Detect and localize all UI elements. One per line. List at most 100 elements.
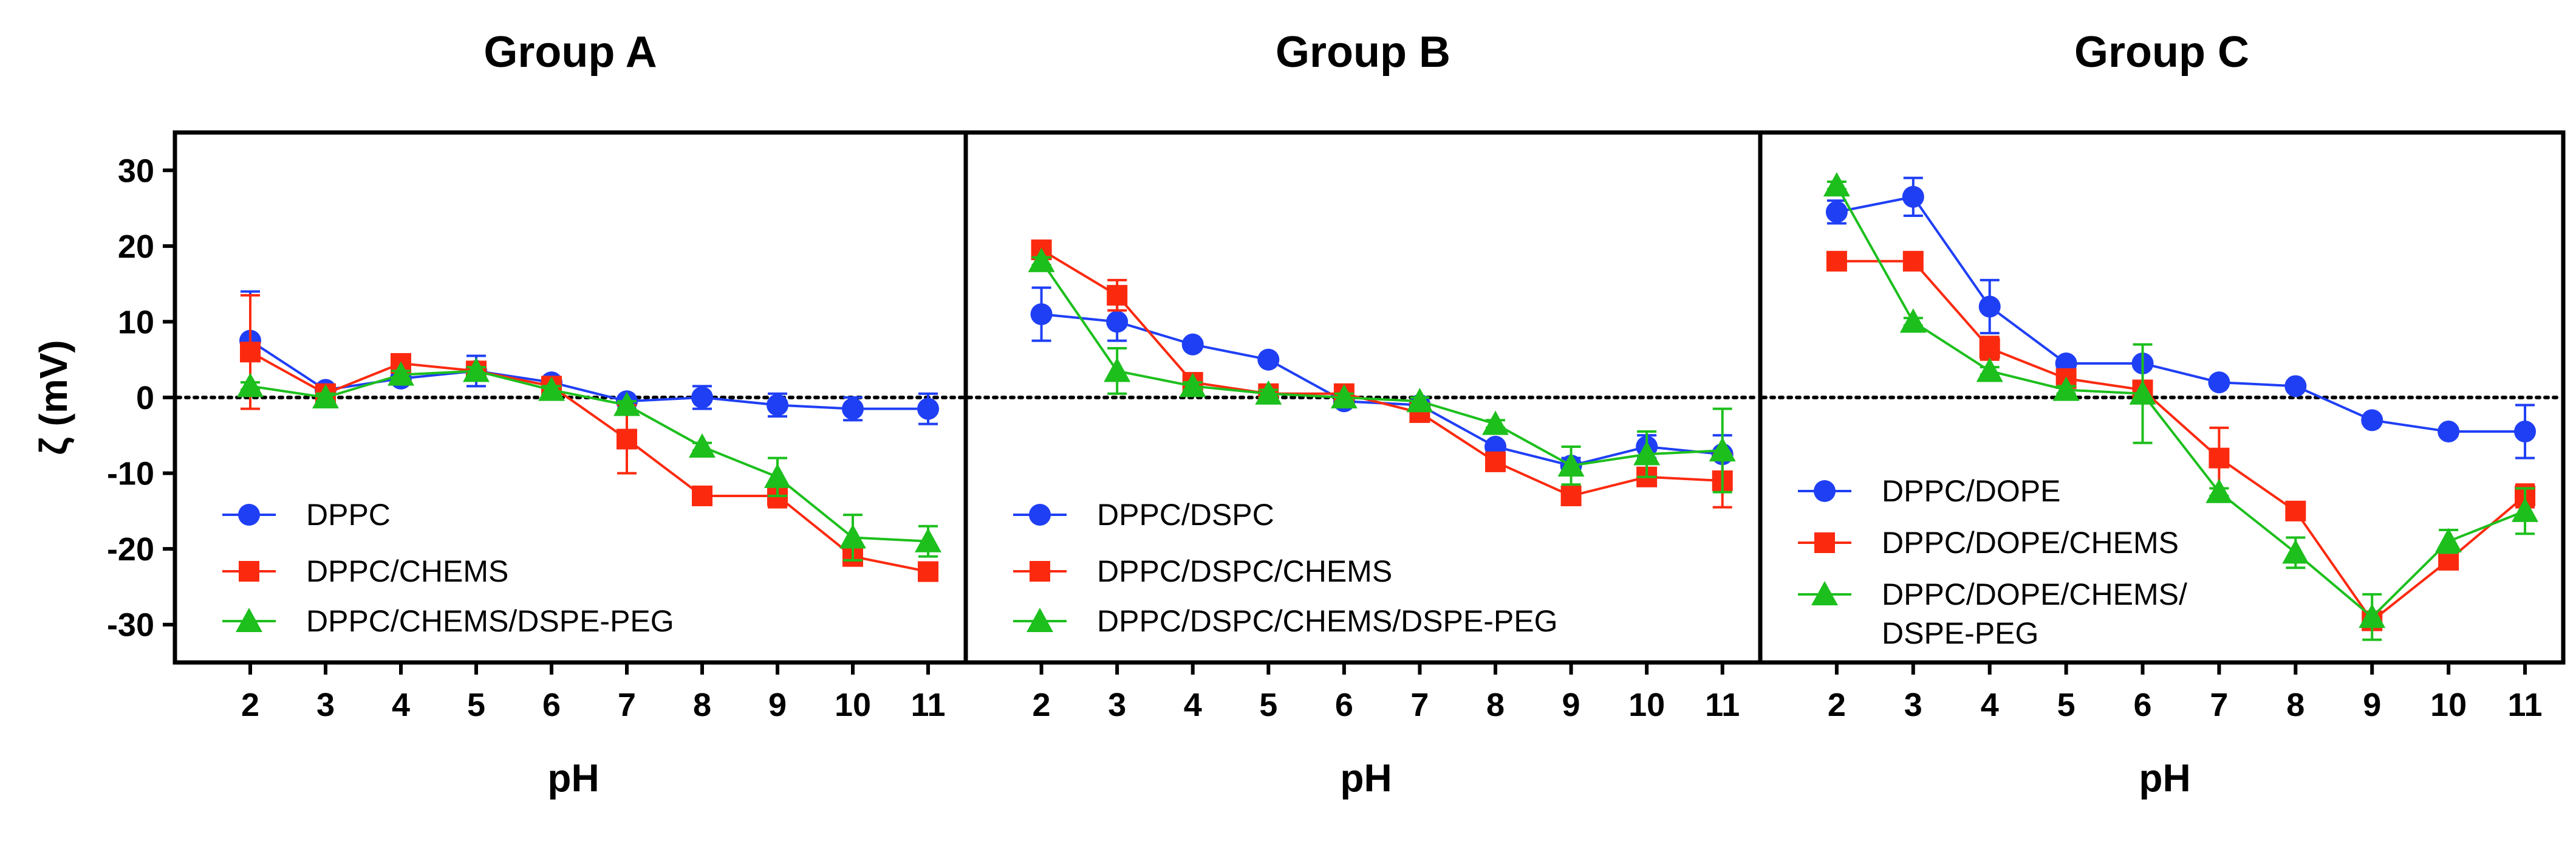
chart-title: Group A xyxy=(483,28,657,77)
figure: Group A 2 3 4 5 6 7 8 9 10 11 pH 30 20 10 0 -10 -20 -30 ζ (… xyxy=(0,0,2576,846)
legend-label: DPPC/CHEMS/DSPE-PEG xyxy=(306,604,674,638)
y-tick-label: 0 xyxy=(136,380,154,416)
data-point xyxy=(2282,539,2309,563)
data-point xyxy=(842,398,864,420)
data-point xyxy=(689,433,716,458)
data-point xyxy=(1980,338,2000,359)
legend-marker xyxy=(238,504,260,526)
data-point xyxy=(764,464,791,488)
data-point xyxy=(1031,303,1053,325)
series-dppc-dspc-chems-dspe-peg xyxy=(1028,248,1736,492)
x-tick-label: 11 xyxy=(1705,687,1740,723)
series-dppc-dspc-chems xyxy=(1031,239,1733,507)
y-axis-label: ζ (mV) xyxy=(32,340,75,455)
x-axis-label: pH xyxy=(2139,756,2190,800)
legend-label: DPPC/DSPC/CHEMS/DSPE-PEG xyxy=(1097,604,1557,638)
x-tick-label: 3 xyxy=(1904,687,1922,723)
legend-label: DPPC/CHEMS xyxy=(306,554,508,588)
data-point xyxy=(839,524,866,548)
x-tick-label: 7 xyxy=(2210,687,2228,723)
data-point xyxy=(1104,357,1130,382)
data-point xyxy=(1979,296,2001,318)
data-point xyxy=(2209,448,2229,469)
x-tick-label: 10 xyxy=(835,687,871,723)
data-point xyxy=(2284,375,2306,397)
legend-marker xyxy=(239,561,259,582)
legend-label: DPPC xyxy=(306,498,391,532)
data-point xyxy=(1182,334,1204,356)
data-point xyxy=(1903,251,1924,272)
x-tick-label: 3 xyxy=(1108,687,1126,723)
legend-label: DPPC/DSPC xyxy=(1097,498,1274,532)
data-point xyxy=(1900,308,1927,332)
data-point xyxy=(2205,479,2232,503)
legend-label: DPPC/DOPE/CHEMS/DSPE-PEG xyxy=(1882,577,2187,650)
y-tick-label: -10 xyxy=(107,456,154,492)
x-axis-label: pH xyxy=(547,756,599,800)
x-axis-label: pH xyxy=(1340,756,1392,800)
x-tick-label: 10 xyxy=(1628,687,1665,723)
legend-label: DPPC/DOPE xyxy=(1882,474,2061,508)
series-line xyxy=(1042,314,1723,466)
data-point xyxy=(2208,371,2230,393)
chart-title: Group C xyxy=(2074,28,2249,77)
legend: DPPC DPPC/CHEMS DPPC/CHEMS/DSPE-PEG xyxy=(222,498,674,638)
legend-marker xyxy=(1029,504,1051,526)
series-dppc xyxy=(239,292,939,424)
x-tick-label: 7 xyxy=(618,687,636,723)
data-point xyxy=(2285,501,2306,521)
data-point xyxy=(1257,349,1279,371)
data-point xyxy=(1823,172,1850,196)
data-point xyxy=(617,429,637,450)
group-c-panel: Group C2 3 4 5 6 7 8 9 10 11pHDPPC/DOPEDPPC/DOPE/… xyxy=(1763,28,2561,800)
group-a-panel: Group A 2 3 4 5 6 7 8 9 10 11 pH 30 20 10 0 -10 -20 -30 ζ (… xyxy=(32,28,963,800)
series-line xyxy=(1042,261,1723,466)
x-tick-label: 5 xyxy=(2057,687,2075,723)
legend-label: DPPC/DSPC/CHEMS xyxy=(1097,554,1392,588)
x-tick-label: 5 xyxy=(1259,687,1277,723)
x-tick-label: 2 xyxy=(1828,687,1846,723)
data-point xyxy=(1107,285,1127,306)
chart-title: Group B xyxy=(1276,28,1450,77)
x-tick-label: 11 xyxy=(910,687,945,723)
x-tick-label: 4 xyxy=(1981,687,1999,723)
data-point xyxy=(2361,409,2383,431)
x-tick-label: 9 xyxy=(2363,687,2381,723)
x-tick-label: 2 xyxy=(1033,687,1051,723)
x-tick-label: 3 xyxy=(316,687,335,723)
x-tick-label: 8 xyxy=(2286,687,2304,723)
y-tick-label: 30 xyxy=(118,153,154,189)
data-point xyxy=(1826,251,1847,272)
legend-marker xyxy=(1814,532,1835,553)
data-point xyxy=(692,486,712,506)
data-point xyxy=(767,394,788,416)
data-point xyxy=(2438,421,2459,442)
x-tick-label: 6 xyxy=(542,687,561,723)
data-point xyxy=(917,398,939,420)
x-tick-label: 7 xyxy=(1410,687,1429,723)
series-dppc-dope-chems-dspe-peg xyxy=(1823,172,2538,639)
group-b-panel: Group B2 3 4 5 6 7 8 9 10 11pHDPPC/DSPCDPPC/DSPC/… xyxy=(968,28,1758,800)
legend-marker xyxy=(1814,480,1836,502)
data-point xyxy=(1902,186,1924,208)
data-point xyxy=(1482,411,1509,435)
x-tick-label: 6 xyxy=(1335,687,1353,723)
legend-marker xyxy=(1030,561,1050,582)
legend: DPPC/DSPC DPPC/DSPC/CHEMS DPPC/DSPC/CHEMS/… xyxy=(1013,498,1557,638)
y-tick-label: 10 xyxy=(118,304,154,340)
x-tick-label: 9 xyxy=(768,687,787,723)
series-dppc-dope xyxy=(1826,178,2536,458)
series-dppc-chems xyxy=(240,295,938,582)
x-tick-label: 5 xyxy=(467,687,485,723)
y-tick-label: -30 xyxy=(107,607,154,644)
data-point xyxy=(1485,452,1506,472)
data-point xyxy=(1561,486,1582,506)
legend: DPPC/DOPE DPPC/DOPE/CHEMS DPPC/DOPE/CHEMS/… xyxy=(1798,474,2187,650)
x-tick-label: 4 xyxy=(392,687,410,723)
y-tick-label: 20 xyxy=(118,229,154,265)
data-point xyxy=(918,562,938,582)
data-point xyxy=(237,373,264,397)
y-tick-label: -20 xyxy=(107,531,154,568)
x-tick-label: 9 xyxy=(1562,687,1580,723)
data-point xyxy=(691,387,713,408)
